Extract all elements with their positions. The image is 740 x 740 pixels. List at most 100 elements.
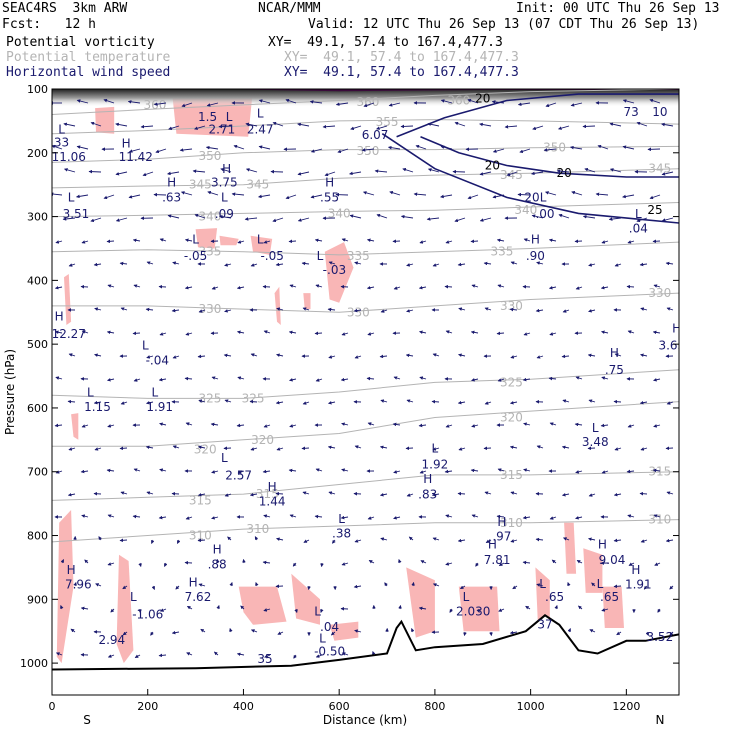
terrain-fill — [52, 615, 679, 695]
wind-vector — [367, 332, 375, 336]
wind-vector — [289, 424, 297, 428]
wind-vector — [122, 585, 128, 590]
x-tick-label: 0 — [49, 700, 56, 713]
wind-vector — [484, 401, 492, 405]
wind-vector — [73, 581, 77, 587]
extremum-label: .83 — [418, 488, 437, 502]
wind-vector — [666, 401, 674, 405]
wind-vector — [264, 654, 271, 658]
wind-vector — [168, 125, 180, 130]
wind-vector — [115, 122, 128, 127]
wind-vector — [562, 537, 570, 541]
extremum-label: .65 — [545, 590, 564, 604]
wind-vector — [363, 102, 375, 108]
wind-vector — [337, 148, 349, 154]
y-tick-label: 300 — [27, 211, 48, 224]
extremum-label: .04 — [629, 222, 648, 236]
wind-vector — [509, 445, 518, 450]
legend-pv-name: Potential vorticity — [6, 35, 155, 50]
x-axis-label: Distance (km) — [323, 713, 407, 727]
wind-vector — [237, 376, 245, 380]
wind-vector — [315, 468, 323, 472]
extremum-label: L — [317, 249, 324, 263]
wind-vector — [185, 516, 193, 520]
wind-vector — [184, 376, 193, 381]
extremum-label: 7.81 — [484, 553, 511, 567]
extremum-label: .90 — [526, 249, 545, 263]
wind-vector — [119, 538, 128, 543]
wind-vector — [341, 238, 349, 242]
init-time: Init: 00 UTC Thu 26 Sep 13 — [516, 1, 720, 16]
wind-vector — [517, 192, 531, 197]
pv-region — [406, 567, 435, 638]
extremum-label: H — [189, 576, 198, 590]
wind-vector — [376, 213, 388, 219]
wind-vector — [244, 217, 258, 221]
wind-vector — [200, 628, 206, 633]
wind-vector — [645, 631, 649, 636]
wind-vector — [589, 629, 596, 633]
isentrope-label: 325 — [500, 375, 523, 389]
wind-vector — [530, 171, 544, 176]
wind-vector — [613, 538, 622, 543]
wind-vector — [151, 585, 155, 590]
wind-vector — [272, 217, 284, 223]
wind-vector — [142, 171, 154, 177]
wind-vector — [55, 652, 63, 656]
wind-vector — [289, 284, 297, 288]
extremum-label: L — [338, 512, 345, 526]
legend-wind-xy: XY= 49.1, 57.4 to 167.4,477.3 — [284, 65, 519, 80]
wind-vector — [601, 240, 609, 244]
wind-vector — [107, 424, 115, 428]
y-tick-label: 800 — [27, 530, 48, 543]
wind-vector — [380, 309, 388, 313]
wind-vector — [366, 238, 375, 243]
wind-vector — [224, 493, 232, 497]
wind-vector — [420, 560, 427, 564]
x-tick-label: 400 — [233, 700, 254, 713]
isentrope-label: 340 — [198, 210, 221, 224]
wind-vector — [406, 493, 414, 497]
y-tick-label: 400 — [27, 274, 48, 287]
wind-vector — [309, 100, 323, 104]
extremum-label: -1.06 — [132, 607, 163, 621]
wind-vector — [569, 145, 583, 150]
wind-vector — [158, 515, 167, 520]
wind-vector — [543, 148, 557, 152]
extremum-label: 7.62 — [185, 590, 212, 604]
wind-vector — [288, 468, 297, 473]
wind-vector — [107, 654, 115, 658]
wind-vector — [665, 261, 674, 266]
wind-vector — [649, 98, 661, 104]
extremum-label: .09 — [215, 207, 234, 221]
wind-vector — [275, 491, 284, 496]
wind-vector — [517, 102, 531, 107]
wind-vector — [415, 144, 427, 150]
wind-vector — [440, 99, 453, 104]
isentrope-label: 325 — [198, 391, 221, 405]
wind-vector — [180, 191, 193, 196]
wind-vector — [380, 399, 388, 403]
isotach-line — [381, 133, 679, 224]
wind-vector — [249, 399, 258, 404]
wind-vector — [400, 214, 414, 219]
y-tick-label: 500 — [27, 338, 48, 351]
wind-vector — [562, 399, 570, 403]
wind-vector — [119, 446, 128, 451]
wind-vector — [330, 631, 336, 636]
extremum-label: H — [222, 162, 231, 176]
wind-vector — [366, 376, 375, 381]
wind-vector — [622, 99, 635, 104]
extremum-label: L — [192, 232, 199, 246]
wind-vector — [146, 261, 154, 265]
wind-vector — [522, 515, 531, 520]
pv-region — [64, 274, 72, 325]
wind-vector — [216, 604, 220, 610]
extremum-label: 1.92 — [422, 458, 449, 472]
wind-vector — [120, 401, 128, 405]
wind-vector — [216, 558, 220, 564]
terrain-line — [52, 614, 679, 671]
wind-vector — [498, 562, 505, 567]
isentrope-label: 330 — [500, 299, 523, 313]
wind-vector — [548, 376, 557, 381]
